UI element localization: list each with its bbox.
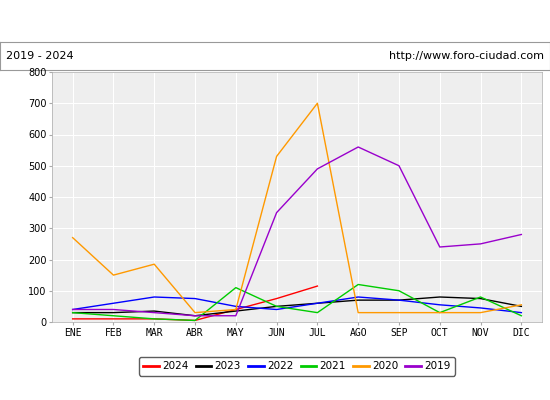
Text: Evolucion Nº Turistas Nacionales en el municipio de Yélamos de Arriba: Evolucion Nº Turistas Nacionales en el m… bbox=[41, 14, 509, 28]
Text: http://www.foro-ciudad.com: http://www.foro-ciudad.com bbox=[389, 51, 544, 61]
Text: 2019 - 2024: 2019 - 2024 bbox=[6, 51, 73, 61]
Legend: 2024, 2023, 2022, 2021, 2020, 2019: 2024, 2023, 2022, 2021, 2020, 2019 bbox=[139, 357, 455, 376]
